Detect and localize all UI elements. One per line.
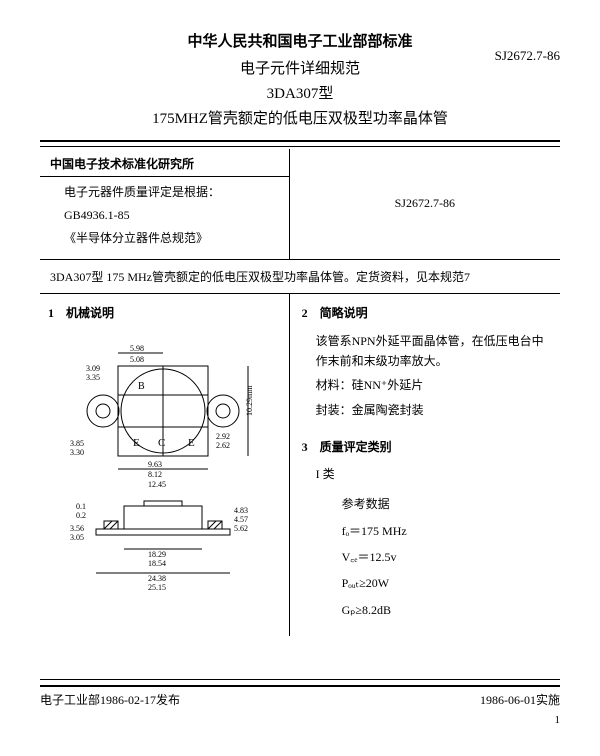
standard-code: SJ2672.7-86 [495, 48, 560, 64]
page-number: 1 [40, 714, 560, 726]
section2-title: 2 简略说明 [302, 304, 548, 321]
svg-text:2.92: 2.92 [216, 432, 230, 441]
svg-text:2.62: 2.62 [216, 441, 230, 450]
svg-text:E: E [188, 437, 195, 449]
section1-title: 1 机械说明 [48, 304, 281, 321]
document-header: 中华人民共和国电子工业部部标准 电子元件详细规范 3DA307型 175MHZ管… [40, 30, 560, 128]
basis-doc: 《半导体分立器件总规范》 [64, 229, 279, 248]
info-box: 中国电子技术标准化研究所 电子元器件质量评定是根据： GB4936.1-85 《… [40, 149, 560, 260]
divider [40, 146, 560, 147]
header-desc: 175MHZ管壳额定的低电压双极型功率晶体管 [40, 107, 560, 128]
footer-effective: 1986-06-01实施 [480, 691, 560, 708]
header-title: 电子元件详细规范 [40, 57, 560, 78]
section2-p2: 材料：硅NN⁺外延片 [316, 375, 548, 395]
svg-text:3.05: 3.05 [70, 533, 84, 542]
svg-text:4.57: 4.57 [234, 515, 248, 524]
ref-title: 参考数据 [342, 494, 548, 514]
svg-text:12.45: 12.45 [148, 480, 166, 489]
svg-text:0.1: 0.1 [76, 502, 86, 511]
svg-text:5.62: 5.62 [234, 524, 248, 533]
svg-text:0.2: 0.2 [76, 511, 86, 520]
basis-label: 电子元器件质量评定是根据： [64, 183, 279, 202]
mechanical-diagram: B E C E 5.98 5.08 3.09 3.35 10.29mm 2.92 [48, 331, 281, 621]
info-right: SJ2672.7-86 [290, 149, 560, 259]
column-right: 2 简略说明 该管系NPN外延平面晶体管，在低压电台中作末前和末级功率放大。 材… [290, 294, 560, 637]
svg-text:3.56: 3.56 [70, 524, 84, 533]
section3: 3 质量评定类别 I 类 参考数据 fₒ＝175 MHz V꜀ₑ＝12.5v P… [302, 438, 548, 620]
svg-text:10.29mm: 10.29mm [245, 384, 254, 415]
column-left: 1 机械说明 B E C E [40, 294, 290, 637]
description-row: 3DA307型 175 MHz管壳额定的低电压双极型功率晶体管。定货资料，见本规… [40, 260, 560, 294]
section2-p1: 该管系NPN外延平面晶体管，在低压电台中作末前和末级功率放大。 [316, 331, 548, 372]
svg-text:3.35: 3.35 [86, 373, 100, 382]
section2-p3: 封装：金属陶瓷封装 [316, 400, 548, 420]
svg-text:5.08: 5.08 [130, 355, 144, 364]
ref-d4: Gₚ≥8.2dB [342, 600, 548, 620]
svg-text:5.98: 5.98 [130, 344, 144, 353]
svg-text:C: C [158, 437, 165, 449]
svg-text:25.15: 25.15 [148, 583, 166, 592]
footer-issued: 电子工业部1986-02-17发布 [40, 691, 180, 708]
section3-title: 3 质量评定类别 [302, 438, 548, 455]
divider [40, 140, 560, 142]
basis-code: GB4936.1-85 [64, 206, 279, 225]
ref-d2: V꜀ₑ＝12.5v [342, 547, 548, 567]
svg-text:18.54: 18.54 [148, 559, 166, 568]
svg-text:B: B [138, 381, 145, 392]
svg-text:18.29: 18.29 [148, 550, 166, 559]
reference-data: 参考数据 fₒ＝175 MHz V꜀ₑ＝12.5v Pₒᵤₜ≥20W Gₚ≥8.… [342, 494, 548, 620]
ref-d3: Pₒᵤₜ≥20W [342, 573, 548, 593]
header-model: 3DA307型 [40, 82, 560, 103]
quality-class: I 类 [316, 465, 548, 482]
svg-text:3.85: 3.85 [70, 439, 84, 448]
info-left: 中国电子技术标准化研究所 电子元器件质量评定是根据： GB4936.1-85 《… [40, 149, 290, 259]
footer: 电子工业部1986-02-17发布 1986-06-01实施 1 [40, 679, 560, 726]
svg-text:3.30: 3.30 [70, 448, 84, 457]
svg-text:24.38: 24.38 [148, 574, 166, 583]
institute-name: 中国电子技术标准化研究所 [40, 155, 289, 177]
svg-text:3.09: 3.09 [86, 364, 100, 373]
ref-d1: fₒ＝175 MHz [342, 521, 548, 541]
main-content: 1 机械说明 B E C E [40, 294, 560, 637]
svg-text:8.12: 8.12 [148, 470, 162, 479]
svg-text:E: E [133, 437, 140, 449]
info-right-code: SJ2672.7-86 [395, 196, 455, 211]
svg-text:4.83: 4.83 [234, 506, 248, 515]
header-org: 中华人民共和国电子工业部部标准 [40, 30, 560, 51]
svg-text:9.63: 9.63 [148, 460, 162, 469]
